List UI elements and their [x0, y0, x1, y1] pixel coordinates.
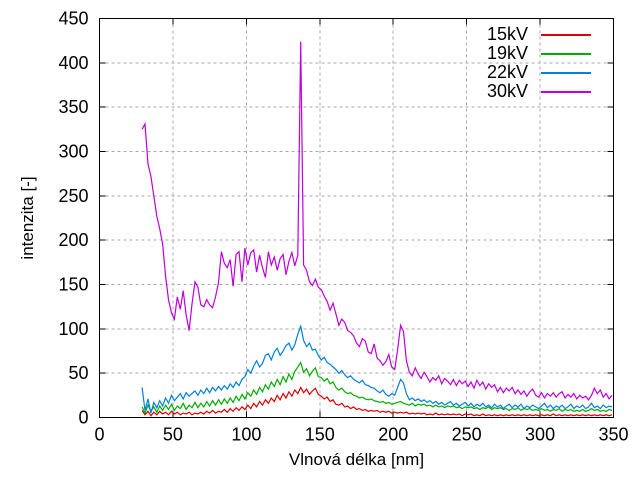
series-line-22kv [141, 323, 613, 414]
y-tick-label: 100 [58, 319, 88, 339]
legend: 15kV 19kV 22kV 30kV [456, 25, 591, 101]
y-tick-label: 350 [58, 97, 88, 117]
series-line-15kv [141, 386, 613, 417]
y-tick-label: 200 [58, 230, 88, 250]
y-tick-label: 0 [78, 408, 88, 428]
legend-line-22kv [541, 71, 591, 74]
legend-line-19kv [541, 52, 591, 55]
tick-labels: 0 50 100 150 200 250 300 350 0 50 100 150 200 250 300 3… [58, 9, 628, 445]
legend-label-30kv: 30kV [486, 81, 528, 101]
y-tick-label: 250 [58, 186, 88, 206]
legend-item-22kv: 22kV [456, 63, 591, 82]
legend-item-30kv: 30kV [456, 82, 591, 101]
y-axis-label: intenzita [-] [18, 176, 37, 260]
legend-label-22kv: 22kV [486, 62, 528, 82]
legend-line-15kv [541, 33, 591, 36]
legend-line-30kv [541, 90, 591, 93]
x-tick-label: 150 [305, 425, 335, 445]
x-tick-label: 350 [598, 425, 628, 445]
gridlines [99, 18, 614, 418]
legend-label-19kv: 19kV [486, 43, 528, 63]
y-tick-label: 150 [58, 275, 88, 295]
x-tick-label: 100 [231, 425, 261, 445]
legend-item-19kv: 19kV [456, 44, 591, 63]
series-line-19kv [141, 361, 613, 415]
x-tick-label: 200 [378, 425, 408, 445]
x-tick-label: 250 [452, 425, 482, 445]
x-axis-label: Vlnová délka [nm] [288, 450, 425, 469]
x-tick-label: 0 [94, 425, 104, 445]
x-tick-label: 50 [163, 425, 183, 445]
x-tick-label: 300 [525, 425, 555, 445]
series-line-30kv [141, 41, 613, 401]
y-tick-label: 400 [58, 53, 88, 73]
y-tick-label: 450 [58, 9, 88, 29]
plot-frame [99, 18, 614, 418]
y-tick-label: 300 [58, 142, 88, 162]
legend-item-15kv: 15kV [456, 25, 591, 44]
legend-label-15kv: 15kV [486, 24, 528, 44]
y-tick-label: 50 [68, 363, 88, 383]
